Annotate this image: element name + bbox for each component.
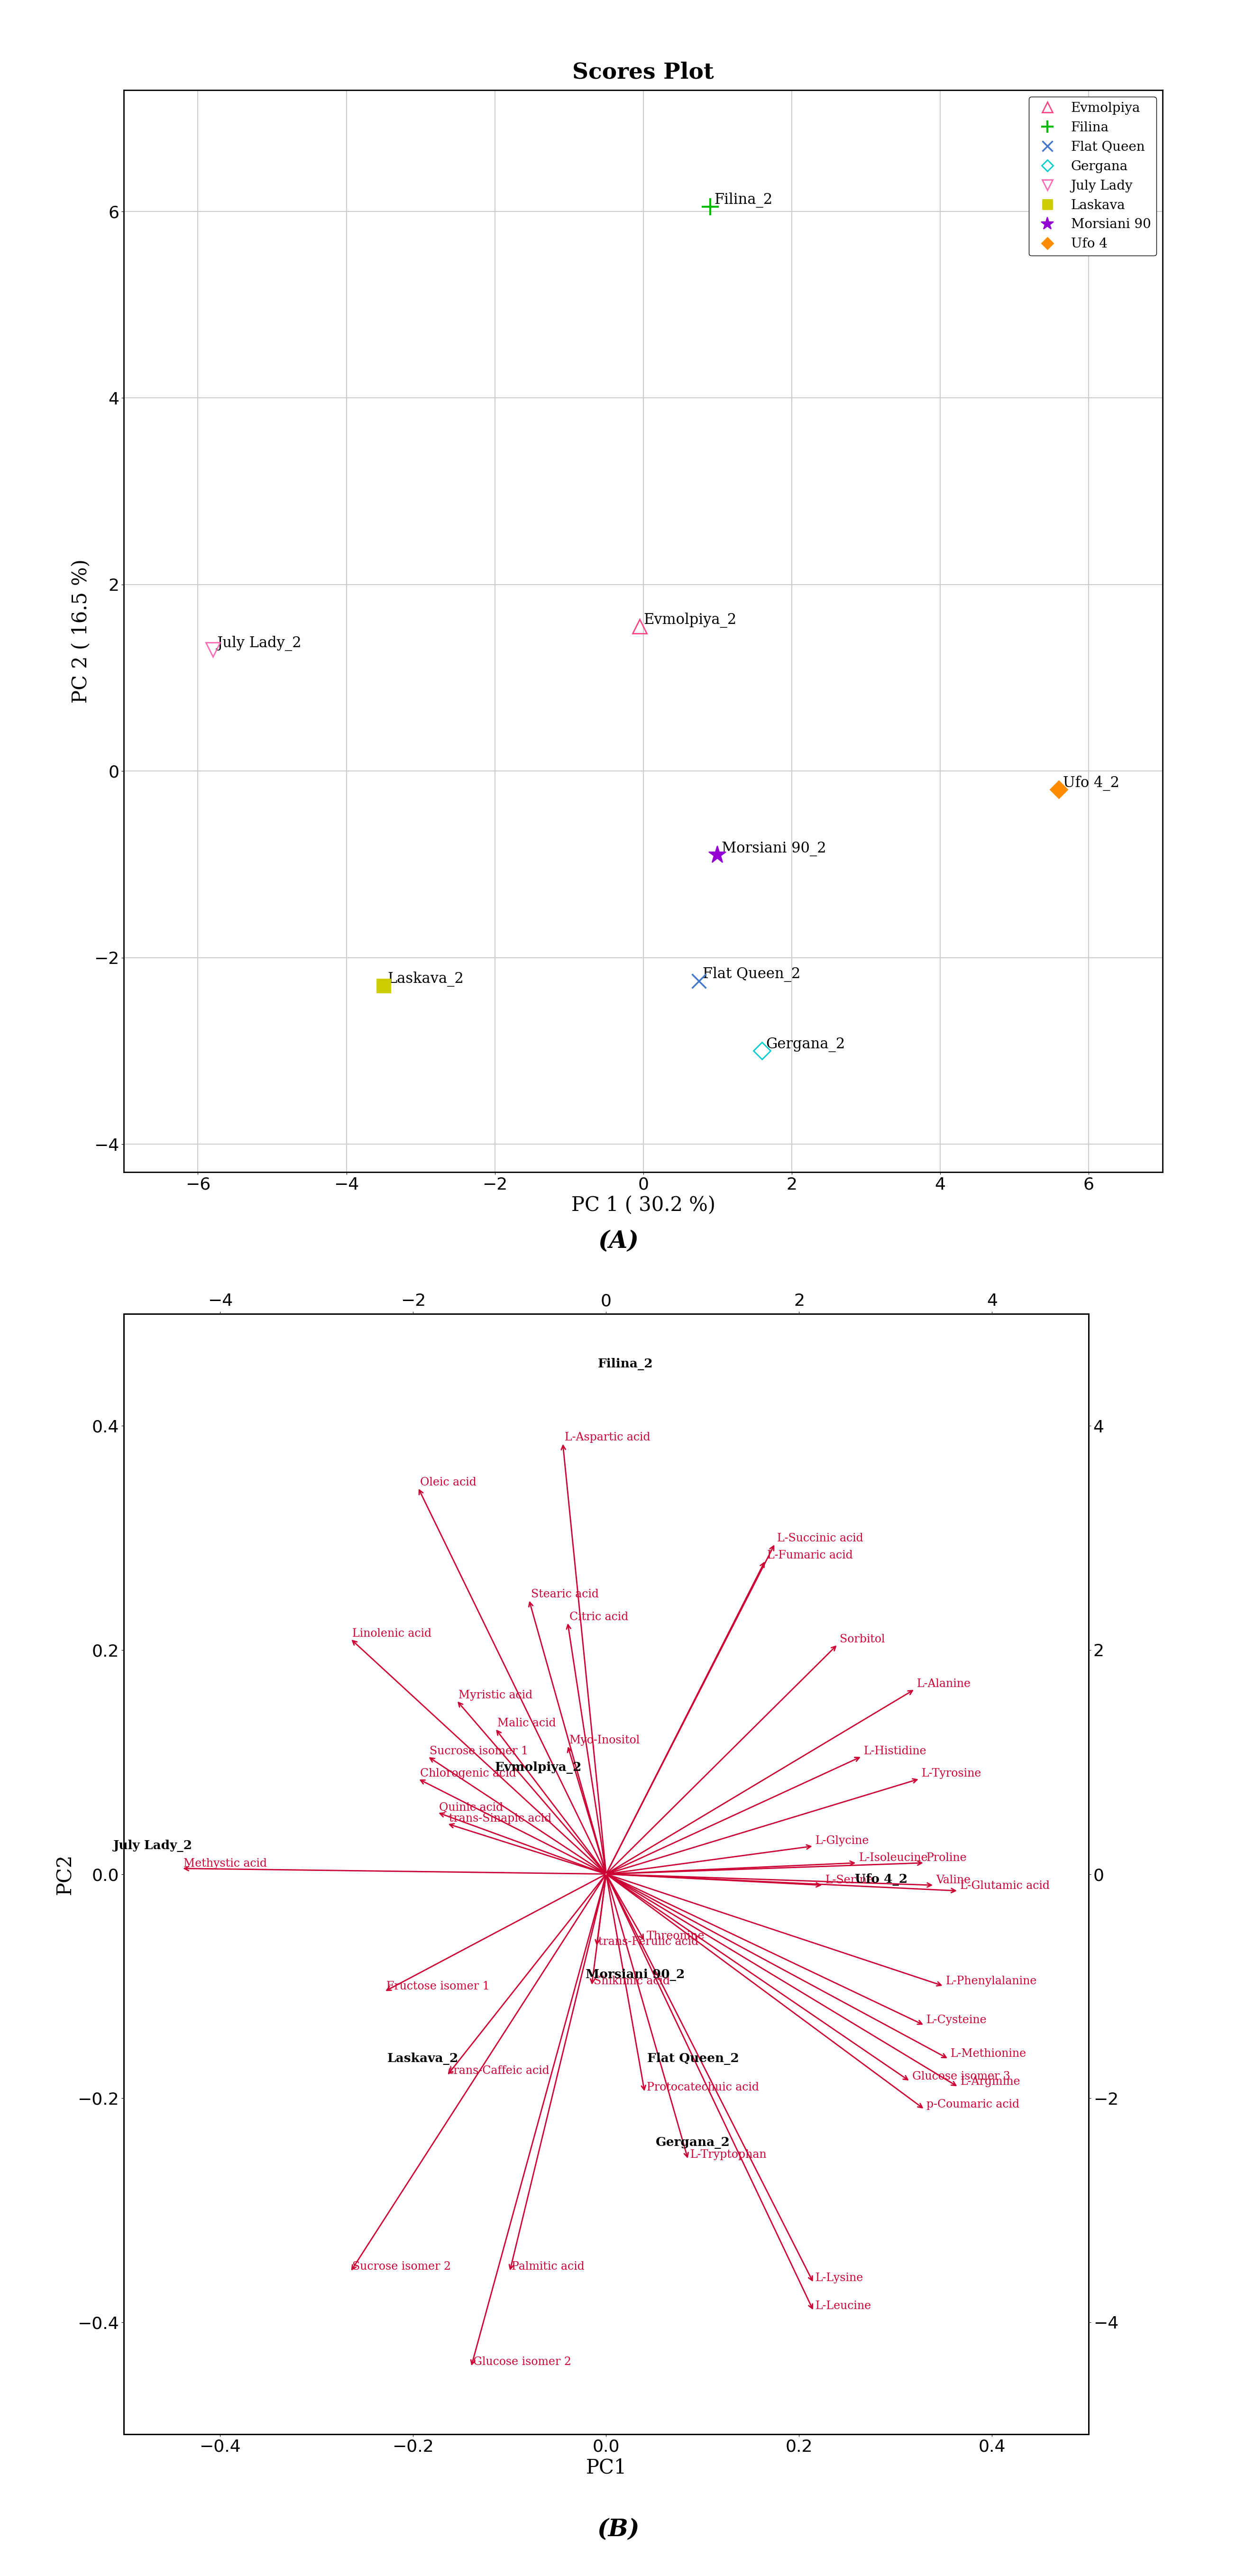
Text: L-Cysteine: L-Cysteine (927, 2014, 987, 2025)
Text: L-Histidine: L-Histidine (863, 1747, 927, 1757)
Text: Glucose isomer 3: Glucose isomer 3 (912, 2071, 1011, 2081)
Text: Ufo 4_2: Ufo 4_2 (1063, 775, 1119, 791)
Text: Laskava_2: Laskava_2 (387, 2053, 459, 2066)
Text: Linolenic acid: Linolenic acid (353, 1628, 432, 1638)
Text: Proline: Proline (927, 1852, 967, 1862)
Text: L-Succinic acid: L-Succinic acid (777, 1533, 863, 1543)
Text: Sucrose isomer 1: Sucrose isomer 1 (429, 1747, 528, 1757)
Text: L-Fumaric acid: L-Fumaric acid (767, 1551, 854, 1561)
Text: Valine: Valine (936, 1875, 971, 1886)
Y-axis label: PC 2 ( 16.5 %): PC 2 ( 16.5 %) (72, 559, 92, 703)
Text: L-Isoleucine: L-Isoleucine (858, 1852, 928, 1862)
Text: Laskava_2: Laskava_2 (387, 971, 464, 987)
Text: L-Methionine: L-Methionine (950, 2048, 1027, 2058)
Text: Sorbitol: Sorbitol (840, 1633, 884, 1643)
Text: Shikimic acid: Shikimic acid (594, 1976, 670, 1986)
Text: (A): (A) (599, 1229, 638, 1255)
Text: L-Tryptophan: L-Tryptophan (690, 2148, 767, 2161)
Text: Protocatechuic acid: Protocatechuic acid (647, 2081, 760, 2092)
Text: L-Glycine: L-Glycine (815, 1837, 870, 1847)
Text: trans-Ferulic acid: trans-Ferulic acid (599, 1937, 699, 1947)
Text: Gergana_2: Gergana_2 (656, 2138, 730, 2148)
Text: Flat Queen_2: Flat Queen_2 (647, 2053, 738, 2066)
Text: L-Serine: L-Serine (825, 1875, 873, 1886)
Text: July Lady_2: July Lady_2 (113, 1839, 192, 1852)
Text: July Lady_2: July Lady_2 (216, 636, 302, 652)
Text: Quinic acid: Quinic acid (439, 1801, 503, 1814)
Y-axis label: PC2: PC2 (54, 1855, 75, 1893)
Text: Evmolpiya_2: Evmolpiya_2 (643, 613, 736, 629)
Text: Myo-Inositol: Myo-Inositol (569, 1734, 641, 1747)
Legend: Evmolpiya, Filina, Flat Queen, Gergana, July Lady, Laskava, Morsiani 90, Ufo 4: Evmolpiya, Filina, Flat Queen, Gergana, … (1029, 98, 1157, 255)
X-axis label: PC 1 ( 30.2 %): PC 1 ( 30.2 %) (571, 1195, 715, 1216)
Text: Citric acid: Citric acid (569, 1613, 628, 1623)
Text: trans-Caffeic acid: trans-Caffeic acid (449, 2066, 549, 2076)
Text: Myristic acid: Myristic acid (459, 1690, 533, 1700)
Text: L-Glutamic acid: L-Glutamic acid (960, 1880, 1050, 1891)
Text: Morsiani 90_2: Morsiani 90_2 (721, 842, 826, 855)
Text: Sucrose isomer 2: Sucrose isomer 2 (353, 2262, 452, 2272)
Text: Ufo 4_2: Ufo 4_2 (855, 1873, 908, 1886)
Text: L-Tyrosine: L-Tyrosine (922, 1767, 982, 1780)
X-axis label: PC1: PC1 (585, 2458, 627, 2478)
Text: p-Coumaric acid: p-Coumaric acid (927, 2099, 1019, 2110)
Text: Evmolpiya_2: Evmolpiya_2 (495, 1762, 583, 1775)
Text: trans-Sinapic acid: trans-Sinapic acid (449, 1814, 552, 1824)
Text: Malic acid: Malic acid (497, 1718, 555, 1728)
Text: Stearic acid: Stearic acid (531, 1589, 599, 1600)
Text: L-Lysine: L-Lysine (815, 2272, 863, 2282)
Text: Chlorogenic acid: Chlorogenic acid (419, 1767, 516, 1780)
Title: Scores Plot: Scores Plot (573, 62, 714, 82)
Text: Filina_2: Filina_2 (714, 193, 772, 209)
Text: Threonine: Threonine (647, 1932, 705, 1942)
Text: L-Arginine: L-Arginine (960, 2076, 1021, 2087)
Text: L-Leucine: L-Leucine (815, 2300, 872, 2311)
Text: Oleic acid: Oleic acid (419, 1476, 476, 1489)
Text: Methystic acid: Methystic acid (183, 1857, 267, 1868)
Text: Fructose isomer 1: Fructose isomer 1 (386, 1981, 490, 1991)
Text: Glucose isomer 2: Glucose isomer 2 (473, 2357, 571, 2367)
Text: Flat Queen_2: Flat Queen_2 (703, 966, 800, 981)
Text: Gergana_2: Gergana_2 (766, 1038, 845, 1051)
Text: L-Aspartic acid: L-Aspartic acid (564, 1432, 651, 1443)
Text: (B): (B) (597, 2517, 640, 2543)
Text: L-Alanine: L-Alanine (917, 1680, 971, 1690)
Text: Morsiani 90_2: Morsiani 90_2 (585, 1968, 685, 1981)
Text: L-Phenylalanine: L-Phenylalanine (946, 1976, 1037, 1986)
Text: Palmitic acid: Palmitic acid (512, 2262, 585, 2272)
Text: Filina_2: Filina_2 (597, 1358, 653, 1370)
